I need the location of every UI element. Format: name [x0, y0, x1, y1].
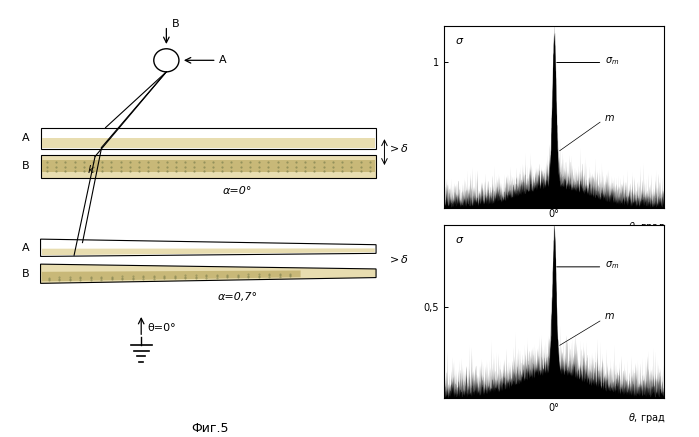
X-axis label: $\theta$, град: $\theta$, град	[628, 412, 665, 426]
Text: A: A	[22, 133, 29, 143]
Polygon shape	[41, 239, 376, 257]
Polygon shape	[42, 248, 375, 255]
Text: α=0°: α=0°	[223, 186, 252, 196]
Text: α=0,7°: α=0,7°	[217, 292, 258, 302]
Bar	[42, 138, 375, 148]
Text: $>\delta$: $>\delta$	[387, 253, 408, 265]
Text: m: m	[605, 311, 614, 321]
Text: θ=0°: θ=0°	[147, 323, 176, 333]
Text: B: B	[171, 19, 179, 29]
Text: A: A	[219, 55, 226, 65]
Text: B: B	[22, 161, 29, 171]
X-axis label: $\theta$, град: $\theta$, град	[628, 220, 665, 234]
Polygon shape	[41, 264, 376, 283]
Bar	[42, 160, 375, 173]
Text: Фиг.5: Фиг.5	[191, 422, 229, 435]
Bar	[41, 155, 376, 177]
Text: m: m	[605, 113, 614, 123]
Text: $\sigma$: $\sigma$	[455, 36, 464, 46]
Text: k: k	[87, 165, 94, 175]
Text: A: A	[22, 243, 29, 253]
Text: $\sigma_m$: $\sigma_m$	[605, 259, 619, 271]
Text: $\sigma_m$: $\sigma_m$	[605, 55, 619, 67]
Text: $>\delta$: $>\delta$	[387, 142, 408, 154]
Polygon shape	[42, 271, 301, 281]
Text: B: B	[22, 269, 29, 279]
Text: $\sigma$: $\sigma$	[455, 235, 464, 245]
Bar	[41, 128, 376, 149]
